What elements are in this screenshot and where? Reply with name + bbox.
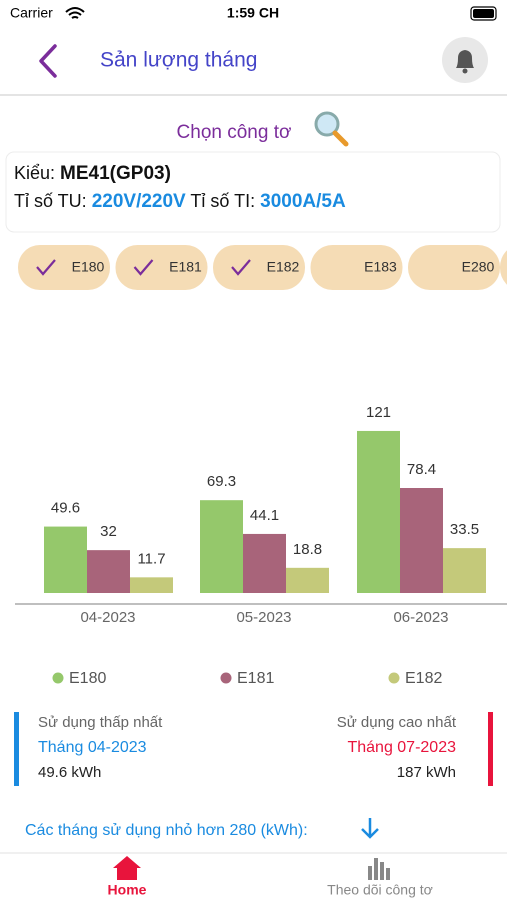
tab-track[interactable]: Theo dõi công tơ [327, 882, 433, 898]
bar [130, 577, 173, 593]
legend-label: E181 [237, 670, 274, 687]
tab-home[interactable]: Home [108, 882, 147, 898]
value-label: 69.3 [207, 473, 236, 490]
bar [200, 500, 243, 593]
value-label: 33.5 [450, 521, 479, 538]
chip-label: E181 [169, 259, 202, 275]
type-label: Kiểu: ME41(GP03) [14, 163, 171, 184]
ti-label: Tỉ số TI: [190, 191, 255, 211]
max-indicator [488, 712, 493, 786]
meter-chips: E180 E181 E182 E183 E280 [18, 245, 500, 290]
value-label: 78.4 [407, 461, 436, 478]
chip-check [36, 259, 56, 276]
header-title: Sản lượng tháng [100, 49, 257, 72]
clock: 1:59 CH [227, 5, 279, 21]
search-icon[interactable] [314, 111, 340, 137]
battery-level [473, 9, 494, 18]
chip-check [133, 259, 154, 276]
min-label: Sử dụng thấp nhất [38, 714, 163, 731]
wifi-icon [65, 7, 85, 19]
bar [286, 567, 329, 593]
bar [400, 488, 443, 593]
ti-value: 3000A/5A [260, 191, 346, 212]
value-label: 32 [100, 523, 117, 540]
legend-label: E180 [69, 670, 106, 687]
battery [470, 6, 497, 21]
min-indicator [14, 712, 19, 786]
legend-swatch [52, 672, 64, 684]
bar [443, 548, 486, 593]
chip[interactable] [408, 245, 500, 290]
value-label: 18.8 [293, 541, 322, 558]
value-label: 49.6 [51, 500, 80, 517]
down-arrow [361, 818, 379, 839]
legend-swatch [220, 672, 232, 684]
chip[interactable] [213, 245, 305, 290]
max-value: 187 kWh [397, 764, 456, 781]
legend-label: E182 [405, 670, 442, 687]
track-icon[interactable] [368, 858, 390, 880]
select-meter[interactable]: Chọn công tơ [177, 122, 292, 143]
ratio-line: Tỉ số TU: 220V/220V Tỉ số TI: 3000A/5A [14, 191, 346, 212]
bar [357, 430, 400, 593]
chip-label: E183 [364, 259, 397, 275]
chip-overflow[interactable] [500, 245, 507, 290]
bell-icon [456, 50, 474, 68]
chip-check [231, 259, 251, 276]
chart: 04-2023 49.6 32 11.7 05-2023 69.3 44.1 18.8 06-2… [15, 404, 507, 687]
chip-label: E280 [462, 259, 495, 275]
meter-card [5, 151, 501, 233]
home-icon[interactable] [113, 856, 141, 880]
chip-label: E180 [72, 259, 105, 275]
x-tick-label: 05-2023 [236, 609, 291, 626]
header [0, 28, 507, 94]
value-label: 121 [366, 404, 391, 421]
chip-label: E182 [267, 259, 300, 275]
back-button[interactable] [39, 44, 57, 78]
bell-clapper [462, 68, 468, 74]
type-value: ME41(GP03) [60, 163, 171, 184]
max-month: Tháng 07-2023 [347, 739, 456, 756]
bar [243, 533, 286, 593]
tu-value: 220V/220V [92, 191, 186, 212]
max-label: Sử dụng cao nhất [337, 714, 457, 731]
type-key: Kiểu: [14, 163, 55, 183]
carrier: Carrier [10, 5, 53, 21]
legend-swatch [388, 672, 400, 684]
bar [87, 550, 130, 593]
tu-label: Tỉ số TU: [14, 191, 87, 211]
chip[interactable] [115, 245, 208, 290]
min-month: Tháng 04-2023 [38, 739, 147, 756]
search-handle [332, 130, 349, 147]
x-tick-label: 04-2023 [80, 609, 135, 626]
chip[interactable] [18, 245, 110, 290]
min-value: 49.6 kWh [38, 764, 101, 781]
x-tick-label: 06-2023 [393, 609, 448, 626]
filter-note: Các tháng sử dụng nhỏ hơn 280 (kWh): [25, 822, 308, 839]
bar [44, 526, 87, 593]
value-label: 44.1 [250, 507, 279, 524]
chip[interactable] [310, 245, 403, 290]
value-label: 11.7 [137, 550, 165, 567]
